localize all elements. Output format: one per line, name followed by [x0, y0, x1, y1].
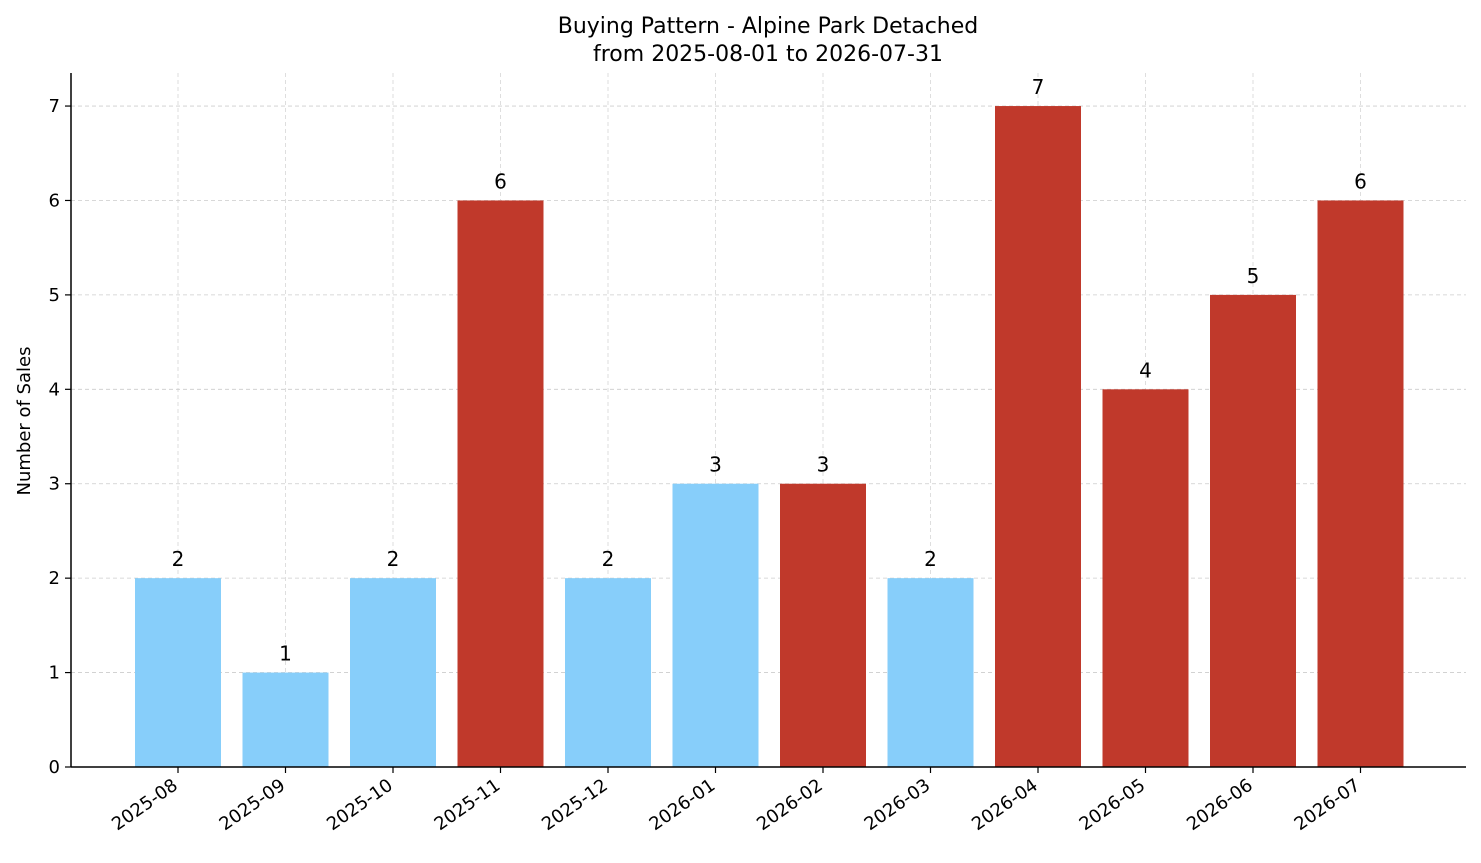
- data-label: 2: [602, 547, 615, 571]
- x-tick-label: 2026-02: [753, 775, 827, 835]
- bar: [887, 578, 974, 767]
- x-tick-label: 2026-01: [646, 775, 720, 835]
- data-label: 2: [387, 547, 400, 571]
- bar: [565, 578, 651, 767]
- bar: [242, 672, 329, 767]
- y-axis-label: Number of Sales: [14, 346, 35, 495]
- bar: [350, 578, 436, 767]
- y-tick-label: 6: [49, 190, 60, 211]
- x-tick-label: 2025-08: [108, 775, 182, 835]
- x-tick-label: 2026-03: [861, 775, 935, 835]
- bar: [457, 200, 544, 768]
- x-tick-label: 2025-12: [538, 775, 612, 835]
- x-tick-label: 2025-10: [323, 775, 397, 835]
- bar: [995, 106, 1081, 768]
- y-tick-label: 4: [49, 379, 60, 400]
- y-tick-label: 2: [49, 568, 60, 589]
- data-label: 4: [1139, 358, 1152, 382]
- data-label: 1: [279, 642, 292, 666]
- bars: [135, 106, 1404, 768]
- y-tick-label: 5: [49, 285, 60, 306]
- bar: [1317, 200, 1404, 768]
- x-tick-label: 2026-05: [1076, 775, 1150, 835]
- data-label: 5: [1247, 264, 1260, 288]
- data-labels: 2 1 2 6 2 3 3 2 7 4 5 6: [172, 75, 1367, 666]
- data-label: 6: [1354, 169, 1367, 193]
- x-tick-label: 2025-09: [216, 775, 290, 835]
- y-axis-ticks: 0 1 2 3 4 5 6 7: [49, 96, 71, 778]
- data-label: 3: [709, 453, 722, 477]
- bar: [1102, 389, 1189, 767]
- data-label: 2: [172, 547, 185, 571]
- y-tick-label: 0: [49, 757, 60, 778]
- x-axis-ticks: 2025-08 2025-09 2025-10 2025-11 2025-12 2026-…: [108, 767, 1364, 835]
- bar: [672, 483, 759, 767]
- data-label: 3: [817, 453, 830, 477]
- data-label: 6: [494, 169, 507, 193]
- x-tick-label: 2025-11: [431, 775, 505, 835]
- x-tick-label: 2026-07: [1291, 775, 1365, 835]
- x-tick-label: 2026-04: [968, 775, 1042, 835]
- axes: [70, 73, 1466, 768]
- y-tick-label: 7: [49, 96, 60, 117]
- chart-subtitle: from 2025-08-01 to 2026-07-31: [593, 42, 943, 67]
- bar: [1210, 294, 1296, 767]
- data-label: 7: [1032, 75, 1045, 99]
- y-tick-label: 3: [49, 474, 60, 495]
- bar: [135, 578, 221, 767]
- x-tick-label: 2026-06: [1183, 775, 1257, 835]
- bar: [780, 483, 866, 767]
- y-tick-label: 1: [49, 663, 60, 684]
- data-label: 2: [924, 547, 937, 571]
- chart-title: Buying Pattern - Alpine Park Detached: [558, 14, 979, 39]
